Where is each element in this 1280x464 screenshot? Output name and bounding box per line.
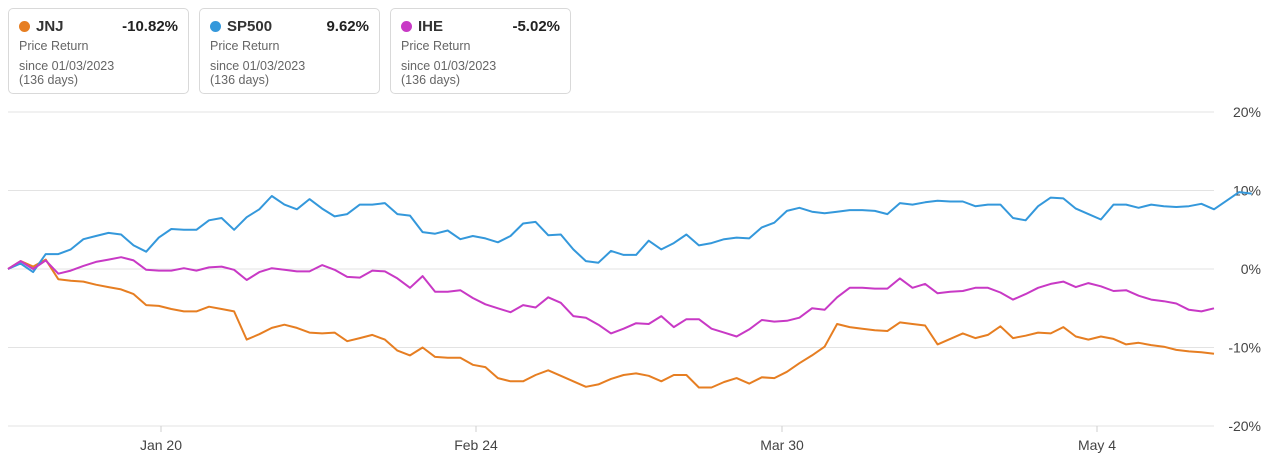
card-metric-label: Price Return [19,39,89,53]
series-lines [7,191,1252,389]
series-line-ihe[interactable] [7,256,1215,338]
series-color-dot [19,20,30,32]
legend-cards: JNJ -10.82% Price Return since 01/03/202… [8,8,571,94]
series-color-dot [401,20,412,32]
card-days: (136 days) [19,73,79,87]
x-tick-label: May 4 [1078,437,1116,453]
y-tick-label: 20% [1233,104,1261,120]
card-days: (136 days) [210,73,270,87]
series-line-jnj[interactable] [7,258,1215,389]
legend-card-sp500[interactable]: SP500 9.62% Price Return since 01/03/202… [199,8,380,94]
card-return-value: -5.02% [512,17,560,35]
y-tick-label: -20% [1228,418,1261,434]
card-metric-label: Price Return [210,39,280,53]
x-tick-label: Jan 20 [140,437,182,453]
card-since-date: since 01/03/2023 [210,59,306,73]
series-line-sp500[interactable] [7,191,1252,274]
series-color-dot [210,20,221,32]
card-ticker: JNJ [36,17,64,35]
card-metric-label: Price Return [401,39,471,53]
card-return-value: -10.82% [122,17,178,35]
card-since-date: since 01/03/2023 [401,59,497,73]
legend-card-ihe[interactable]: IHE -5.02% Price Return since 01/03/2023… [390,8,571,94]
y-tick-label: 10% [1233,183,1261,199]
card-return-value: 9.62% [326,17,369,35]
grid-lines [8,111,1214,427]
x-axis: Jan 20 Feb 24 Mar 30 May 4 [140,426,1116,453]
card-days: (136 days) [401,73,461,87]
y-tick-label: -10% [1228,340,1261,356]
card-ticker: IHE [418,17,444,35]
legend-card-jnj[interactable]: JNJ -10.82% Price Return since 01/03/202… [8,8,189,94]
x-tick-label: Mar 30 [760,437,804,453]
card-since-date: since 01/03/2023 [19,59,115,73]
y-axis: 20% 10% 0% -10% -20% [1228,104,1261,434]
card-ticker: SP500 [227,17,273,35]
y-tick-label: 0% [1241,261,1261,277]
x-tick-label: Feb 24 [454,437,498,453]
